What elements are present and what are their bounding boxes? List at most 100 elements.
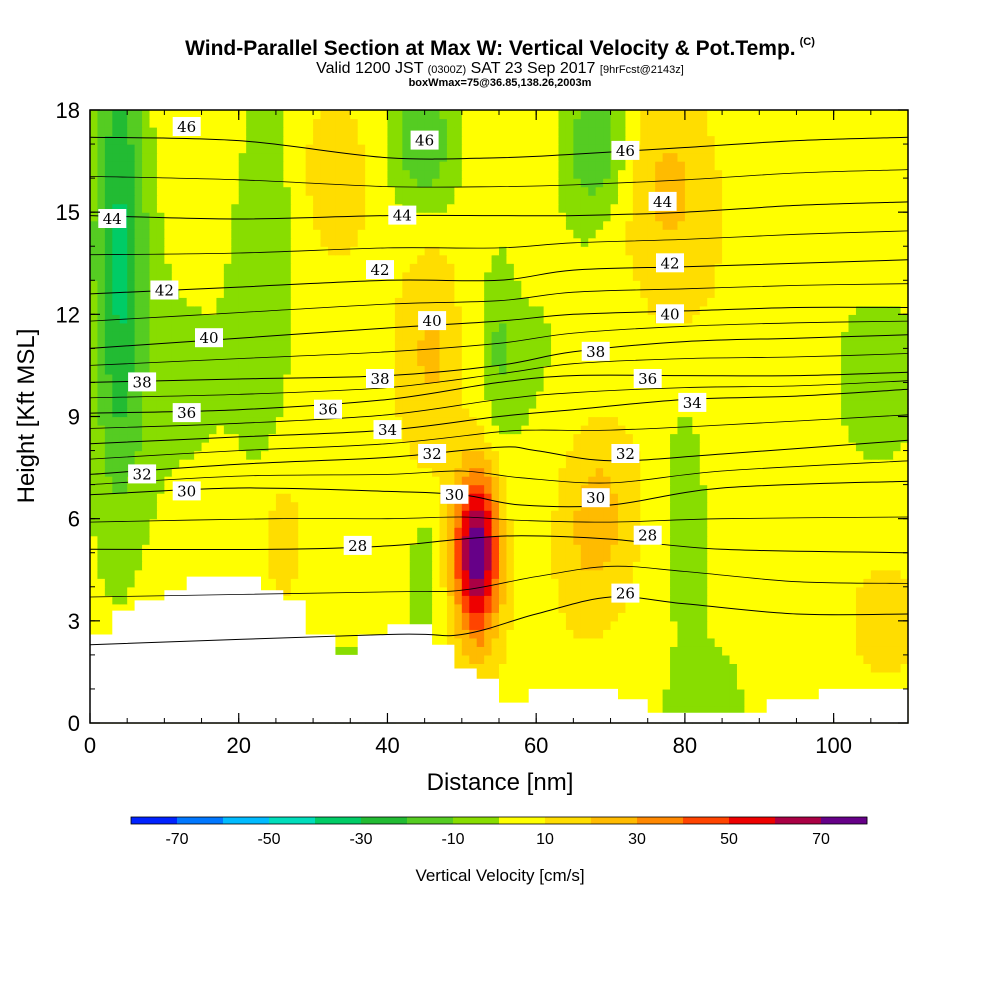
field-cell (513, 399, 522, 409)
field-cell (439, 425, 448, 435)
field-cell (573, 552, 582, 562)
field-cell (454, 561, 463, 571)
field-cell (142, 390, 151, 401)
field-cell (625, 493, 634, 503)
field-cell (112, 603, 121, 613)
field-cell (246, 390, 255, 401)
field-cell (803, 569, 812, 579)
field-cell (380, 356, 389, 367)
field-cell (744, 654, 753, 664)
field-cell (417, 493, 426, 503)
field-cell (811, 620, 820, 630)
field-cell (826, 637, 835, 647)
field-cell (558, 680, 567, 690)
field-cell (543, 586, 552, 596)
field-cell (506, 399, 515, 409)
field-cell (521, 433, 530, 443)
field-cell (789, 425, 798, 435)
field-cell (565, 527, 574, 537)
field-cell (833, 629, 842, 639)
field-cell (655, 603, 664, 613)
field-cell (826, 390, 835, 401)
field-cell (394, 382, 403, 392)
field-cell (781, 467, 790, 477)
field-cell (402, 552, 411, 562)
field-cell (878, 561, 887, 571)
field-cell (223, 535, 232, 545)
field-cell (781, 612, 790, 622)
field-cell (565, 544, 574, 554)
field-cell (506, 373, 515, 384)
field-cell (275, 569, 284, 579)
field-cell (513, 544, 522, 554)
field-cell (119, 493, 128, 503)
field-cell (261, 390, 270, 401)
field-cell (662, 637, 671, 647)
field-cell (305, 603, 314, 613)
field-cell (476, 433, 485, 443)
field-cell (751, 450, 760, 460)
field-cell (342, 603, 351, 613)
field-cell (238, 365, 247, 375)
field-cell (841, 501, 850, 511)
field-cell (833, 552, 842, 562)
field-cell (699, 663, 708, 673)
field-cell (670, 671, 679, 682)
field-cell (327, 544, 336, 554)
field-cell (551, 407, 560, 418)
field-cell (684, 544, 693, 554)
field-cell (580, 442, 589, 452)
field-cell (380, 467, 389, 477)
field-cell (655, 501, 664, 511)
field-cell (551, 390, 560, 401)
field-cell (409, 459, 418, 469)
field-cell (595, 654, 604, 664)
field-cell (863, 654, 872, 664)
field-cell (759, 561, 768, 571)
field-cell (647, 467, 656, 477)
field-cell (283, 382, 292, 392)
field-cell (885, 586, 894, 596)
field-cell (878, 390, 887, 401)
field-cell (610, 416, 619, 426)
field-cell (692, 620, 701, 630)
field-cell (670, 544, 679, 554)
field-cell (432, 612, 441, 622)
field-cell (179, 467, 188, 477)
field-cell (751, 688, 760, 699)
field-cell (841, 671, 850, 682)
field-cell (841, 493, 850, 503)
field-cell (521, 552, 530, 562)
field-cell (149, 586, 158, 596)
field-cell (551, 620, 560, 630)
field-cell (885, 518, 894, 528)
field-cell (833, 620, 842, 630)
field-cell (461, 535, 470, 545)
field-cell (216, 399, 225, 409)
field-cell (729, 433, 738, 443)
field-cell (841, 552, 850, 562)
field-cell (684, 535, 693, 545)
field-cell (171, 467, 180, 477)
field-cell (305, 612, 314, 622)
field-cell (610, 339, 619, 349)
field-cell (476, 510, 485, 520)
field-cell (521, 544, 530, 554)
field-cell (610, 476, 619, 486)
field-cell (729, 348, 738, 358)
field-cell (365, 390, 374, 401)
field-cell (543, 518, 552, 528)
field-cell (134, 442, 143, 452)
field-cell (722, 629, 731, 639)
field-cell (97, 365, 106, 375)
field-cell (878, 612, 887, 622)
field-cell (380, 620, 389, 630)
field-cell (736, 425, 745, 435)
field-cell (878, 484, 887, 494)
field-cell (759, 688, 768, 699)
field-cell (736, 348, 745, 358)
field-cell (327, 356, 336, 367)
field-cell (610, 433, 619, 443)
field-cell (142, 331, 151, 341)
field-cell (424, 518, 433, 528)
